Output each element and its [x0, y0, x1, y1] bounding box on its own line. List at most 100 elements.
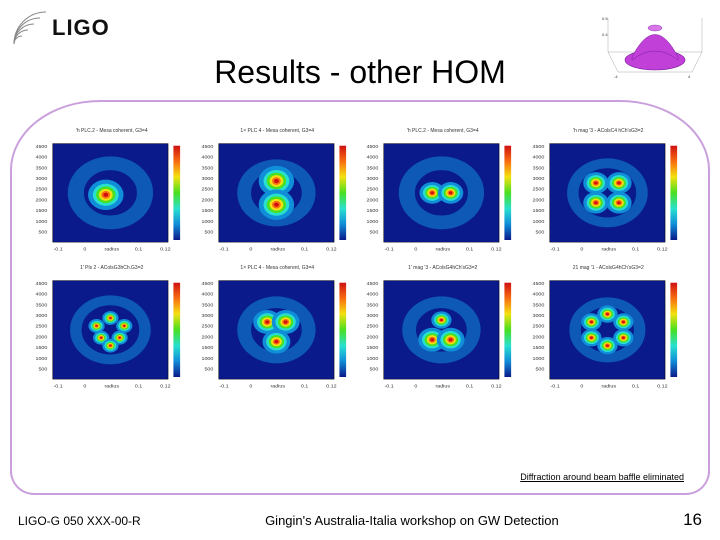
svg-text:0.1: 0.1 — [631, 384, 639, 389]
svg-text:4500: 4500 — [201, 281, 213, 286]
svg-text:0.1: 0.1 — [466, 247, 474, 252]
plot-title: 1× PLC 4 - Mesa coherent, G3=4 — [200, 128, 356, 134]
svg-text:3000: 3000 — [201, 313, 213, 318]
svg-text:4000: 4000 — [532, 155, 544, 160]
plot-panel: 45004000350030002500200015001000500-0.10… — [531, 135, 687, 255]
svg-text:3000: 3000 — [35, 313, 47, 318]
svg-text:0.12: 0.12 — [657, 384, 668, 389]
logo-arcs-icon — [12, 10, 48, 46]
svg-text:2000: 2000 — [35, 335, 47, 340]
footer-workshop: Gingin's Australia-Italia workshop on GW… — [265, 513, 559, 528]
svg-text:0.5: 0.5 — [602, 16, 608, 21]
heatmap-plot: 1' Pls 2 - AColsG3hCh.G3=2 — [34, 265, 190, 392]
plot-panel: 45004000350030002500200015001000500-0.10… — [365, 272, 521, 392]
svg-text:radius: radius — [601, 247, 616, 252]
svg-text:0: 0 — [580, 384, 583, 389]
svg-text:3000: 3000 — [532, 176, 544, 181]
plot-title: 1' mag '3 - AColsG4hCh'sG3=2 — [365, 265, 521, 271]
svg-text:2500: 2500 — [532, 187, 544, 192]
plot-panel: 45004000350030002500200015001000500-0.10… — [34, 272, 190, 392]
svg-text:1500: 1500 — [532, 346, 544, 351]
svg-text:1500: 1500 — [35, 209, 47, 214]
svg-text:0: 0 — [414, 247, 417, 252]
svg-text:1000: 1000 — [201, 356, 213, 361]
svg-text:0.1: 0.1 — [631, 247, 639, 252]
svg-text:4000: 4000 — [366, 292, 378, 297]
svg-text:3500: 3500 — [201, 166, 213, 171]
svg-text:3500: 3500 — [201, 303, 213, 308]
svg-text:0.1: 0.1 — [300, 247, 308, 252]
svg-text:4: 4 — [688, 74, 691, 79]
svg-text:1000: 1000 — [35, 356, 47, 361]
svg-text:0.4: 0.4 — [602, 32, 608, 37]
svg-text:2000: 2000 — [366, 335, 378, 340]
svg-text:radius: radius — [270, 384, 285, 389]
heatmap-plot: 1× PLC 4 - Mesa coherent, G3=4 4500 4000 3… — [200, 265, 356, 392]
svg-text:0.12: 0.12 — [326, 384, 337, 389]
svg-text:1500: 1500 — [366, 346, 378, 351]
heatmap-plot: 'h PLC.2 - Mesa coherent, G3=4 450040003… — [34, 128, 190, 255]
svg-text:4500: 4500 — [35, 144, 47, 149]
svg-text:0.1: 0.1 — [300, 384, 308, 389]
svg-text:4500: 4500 — [201, 144, 213, 149]
svg-text:1000: 1000 — [201, 219, 213, 224]
svg-text:3500: 3500 — [366, 166, 378, 171]
plot-title: 'h mag '3 - AColsC4 hCh'sG3=2 — [531, 128, 687, 134]
svg-text:2000: 2000 — [35, 198, 47, 203]
svg-text:radius: radius — [601, 384, 616, 389]
svg-text:500: 500 — [38, 367, 47, 372]
heatmap-plot: 'h PLC.2 - Mesa coherent, G3=4 450040003… — [365, 128, 521, 255]
svg-text:4500: 4500 — [366, 281, 378, 286]
svg-text:radius: radius — [435, 247, 450, 252]
svg-text:-0.1: -0.1 — [385, 384, 395, 389]
svg-text:2500: 2500 — [35, 187, 47, 192]
svg-text:0.12: 0.12 — [491, 384, 502, 389]
svg-text:0.1: 0.1 — [466, 384, 474, 389]
plot-title: 'h PLC.2 - Mesa coherent, G3=4 — [34, 128, 190, 134]
svg-text:1500: 1500 — [201, 346, 213, 351]
svg-text:radius: radius — [104, 384, 119, 389]
svg-text:0: 0 — [580, 247, 583, 252]
plot-panel: 45004000350030002500200015001000500-0.10… — [365, 135, 521, 255]
page-title: Results - other HOM — [214, 54, 506, 91]
svg-text:1000: 1000 — [532, 219, 544, 224]
svg-text:1000: 1000 — [35, 219, 47, 224]
svg-text:2500: 2500 — [366, 324, 378, 329]
svg-text:3500: 3500 — [532, 166, 544, 171]
plot-panel: 45004000350030002500200015001000500-0.10… — [34, 135, 190, 255]
svg-text:-0.1: -0.1 — [550, 384, 560, 389]
plot-panel: 45004000350030002500200015001000500-0.10… — [200, 272, 356, 392]
svg-text:2000: 2000 — [201, 335, 213, 340]
svg-text:2500: 2500 — [532, 324, 544, 329]
svg-text:3000: 3000 — [366, 313, 378, 318]
svg-text:0.1: 0.1 — [135, 247, 143, 252]
svg-text:1000: 1000 — [366, 219, 378, 224]
svg-text:500: 500 — [369, 367, 378, 372]
svg-text:0: 0 — [249, 247, 252, 252]
footer: LIGO-G 050 XXX-00-R Gingin's Australia-I… — [18, 510, 702, 530]
svg-text:2500: 2500 — [366, 187, 378, 192]
caption-text: Diffraction around beam baffle eliminate… — [520, 472, 684, 482]
plot-title: 21 mag '1 - AColsG4hCh'sG3=2 — [531, 265, 687, 271]
svg-text:4000: 4000 — [366, 155, 378, 160]
svg-text:4000: 4000 — [201, 292, 213, 297]
svg-text:4500: 4500 — [532, 281, 544, 286]
svg-text:-0.1: -0.1 — [54, 384, 64, 389]
svg-text:2500: 2500 — [201, 324, 213, 329]
svg-text:2000: 2000 — [532, 198, 544, 203]
svg-text:4000: 4000 — [201, 155, 213, 160]
svg-text:-0.1: -0.1 — [550, 247, 560, 252]
plot-panel: 45004000350030002500200015001000500-0.10… — [200, 135, 356, 255]
plot-title: 1× PLC 4 - Mesa coherent, G3=4 — [200, 265, 356, 271]
svg-text:500: 500 — [535, 367, 544, 372]
svg-text:4500: 4500 — [532, 144, 544, 149]
plot-panel: 45004000350030002500200015001000500-0.10… — [531, 272, 687, 392]
svg-text:0: 0 — [249, 384, 252, 389]
svg-text:4500: 4500 — [35, 281, 47, 286]
svg-text:0: 0 — [414, 384, 417, 389]
svg-text:0.12: 0.12 — [160, 247, 171, 252]
svg-text:3500: 3500 — [532, 303, 544, 308]
svg-text:500: 500 — [204, 367, 213, 372]
svg-text:2500: 2500 — [201, 187, 213, 192]
svg-text:-0.1: -0.1 — [219, 247, 229, 252]
